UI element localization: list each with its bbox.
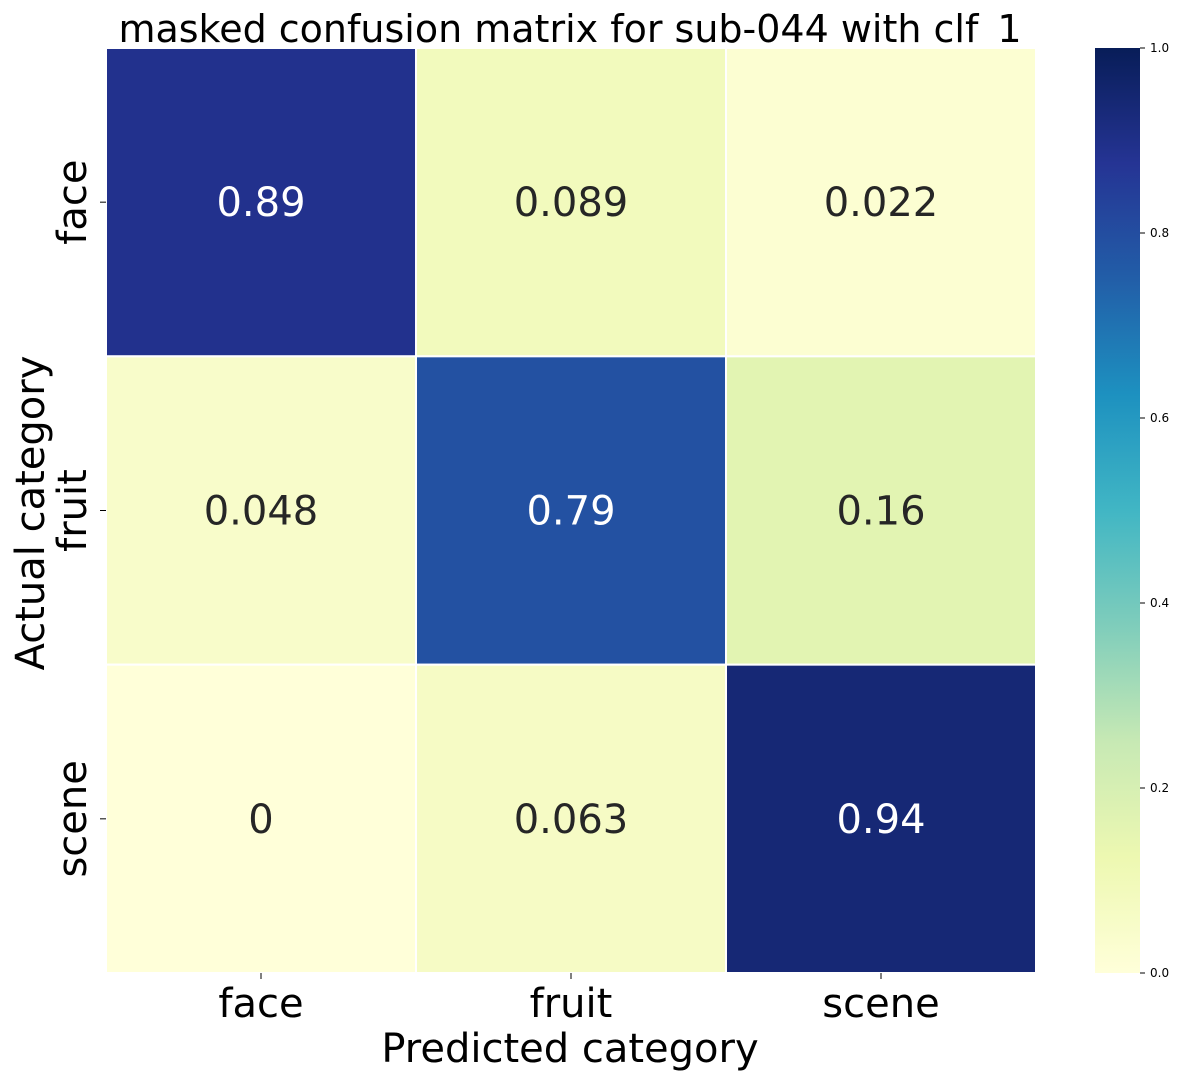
heatmap-cells <box>105 47 1037 975</box>
y-axis-label: Actual category <box>8 356 54 671</box>
x-tick-label: face <box>218 981 303 1027</box>
colorbar-gradient <box>1095 48 1140 973</box>
cell-value-label: 0.048 <box>204 489 319 535</box>
y-tick-label: fruit <box>50 469 96 552</box>
colorbar-tick-label: 0.6 <box>1150 411 1169 425</box>
heatmap-cell <box>105 355 417 666</box>
cell-value-label: 0.089 <box>514 180 629 226</box>
heatmap-cell <box>725 355 1037 666</box>
heatmap-cell <box>415 47 727 358</box>
cell-value-label: 0.94 <box>836 797 925 843</box>
y-axis-ticks: face fruit scene <box>50 160 106 878</box>
cell-value-label: 0.16 <box>836 489 925 535</box>
colorbar-ticks: 0.0 0.2 0.4 0.6 0.8 1.0 <box>1140 41 1169 980</box>
x-axis-label: Predicted category <box>381 1026 758 1072</box>
y-tick-label: face <box>50 160 96 245</box>
colorbar-tick-label: 0.4 <box>1150 596 1169 610</box>
colorbar-tick-label: 0.2 <box>1150 781 1169 795</box>
colorbar: 0.0 0.2 0.4 0.6 0.8 1.0 <box>1095 41 1169 980</box>
x-axis-ticks: face fruit scene <box>218 973 940 1027</box>
y-tick-label: scene <box>50 760 96 877</box>
cell-value-label: 0.063 <box>514 797 629 843</box>
colorbar-tick-label: 1.0 <box>1150 41 1169 55</box>
heatmap-cell <box>105 47 417 358</box>
chart-title: masked confusion matrix for sub-044 with… <box>118 7 1021 51</box>
cell-value-label: 0.79 <box>526 489 615 535</box>
x-tick-label: fruit <box>530 981 613 1027</box>
cell-value-label: 0.022 <box>824 180 939 226</box>
heatmap-cell <box>415 663 727 975</box>
heatmap-cell <box>725 47 1037 358</box>
colorbar-tick-label: 0.8 <box>1150 226 1169 240</box>
cell-value-label: 0.89 <box>216 180 305 226</box>
cell-value-label: 0 <box>248 797 273 843</box>
cell-annotations: 0.89 0.089 0.022 0.048 0.79 0.16 0 0.063 0.94 <box>204 180 939 843</box>
heatmap-cell <box>105 663 417 975</box>
heatmap-cell <box>415 355 727 666</box>
x-tick-label: scene <box>822 981 939 1027</box>
colorbar-tick-label: 0.0 <box>1150 966 1169 980</box>
